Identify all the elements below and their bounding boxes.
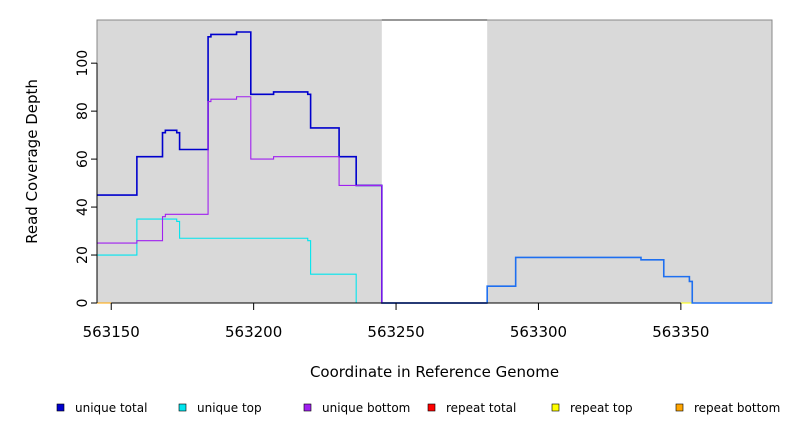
legend: unique total unique top unique bottom repea… — [56, 401, 780, 415]
series-line-unique-total — [97, 31, 488, 304]
legend-label-repeat-total: repeat total — [446, 401, 516, 415]
x-axis-label: Coordinate in Reference Genome — [310, 363, 559, 381]
y-tick-label: 0 — [75, 299, 91, 308]
x-tick-label: 563150 — [83, 323, 140, 341]
shaded-region-1 — [487, 20, 772, 303]
legend-swatch-unique-total — [56, 403, 65, 412]
legend-label-unique-total: unique total — [75, 401, 147, 415]
legend-label-repeat-bottom: repeat bottom — [694, 401, 780, 415]
y-tick-label: 100 — [75, 50, 91, 77]
x-tick-label: 563250 — [367, 323, 424, 341]
axes: 0 20 40 60 80 100 563150 563200 563250 563300 5633… — [75, 50, 709, 341]
shaded-region-0 — [97, 20, 382, 303]
x-tick-label: 563350 — [652, 323, 709, 341]
x-tick-label: 563200 — [225, 323, 282, 341]
y-axis-label: Read Coverage Depth — [23, 79, 41, 244]
legend-label-unique-top: unique top — [197, 401, 262, 415]
series-line-coverage-6 — [381, 256, 772, 304]
legend-swatch-repeat-bottom — [675, 403, 684, 412]
y-tick-label: 20 — [75, 246, 91, 264]
legend-label-unique-bottom: unique bottom — [322, 401, 410, 415]
x-tick-label: 563300 — [510, 323, 567, 341]
legend-swatch-unique-bottom — [303, 403, 312, 412]
series-line-unique-top — [97, 218, 382, 304]
legend-label-repeat-top: repeat top — [570, 401, 633, 415]
legend-swatch-unique-top — [178, 403, 187, 412]
legend-swatch-repeat-top — [551, 403, 560, 412]
y-tick-label: 60 — [75, 150, 91, 168]
y-tick-label: 40 — [75, 198, 91, 216]
shaded-regions — [97, 19, 772, 303]
series-line-unique-bottom — [97, 96, 383, 303]
legend-swatch-repeat-total — [427, 403, 436, 412]
y-tick-label: 80 — [75, 102, 91, 120]
